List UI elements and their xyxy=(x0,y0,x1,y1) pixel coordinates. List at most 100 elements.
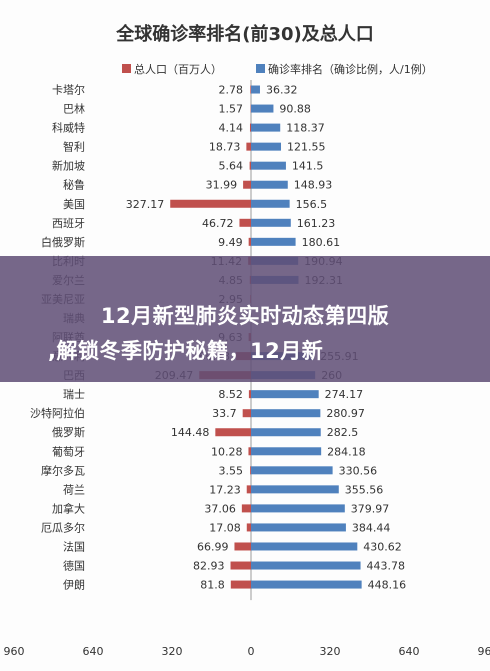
data-label-confirmed-rate: 284.18 xyxy=(327,445,366,458)
bar-population xyxy=(230,580,251,589)
data-label-population: 37.06 xyxy=(204,502,236,515)
legend-swatch-rate xyxy=(256,64,265,73)
data-label-population: 4.14 xyxy=(219,122,244,135)
bar-population xyxy=(248,390,251,399)
category-label: 加拿大 xyxy=(52,501,85,515)
chart-title: 全球确诊率排名(前30)及总人口 xyxy=(115,23,374,45)
bar-population xyxy=(241,504,251,513)
data-label-population: 31.99 xyxy=(206,179,238,192)
bar-population xyxy=(246,142,251,151)
x-tick-label: 960 xyxy=(478,645,490,658)
legend-label-population: 总人口（百万人） xyxy=(134,62,222,76)
category-label: 法国 xyxy=(63,539,85,553)
x-tick-label: 320 xyxy=(320,645,341,658)
category-label: 摩尔多瓦 xyxy=(41,463,85,477)
x-tick-label: 960 xyxy=(4,645,25,658)
bar-confirmed-rate xyxy=(251,504,345,513)
category-label: 德国 xyxy=(63,559,85,573)
data-label-population: 33.7 xyxy=(212,407,237,420)
bar-population xyxy=(234,542,251,551)
bar-confirmed-rate xyxy=(251,161,286,170)
category-label: 俄罗斯 xyxy=(52,426,85,439)
data-label-population: 144.48 xyxy=(171,426,210,439)
data-label-confirmed-rate: 379.97 xyxy=(351,502,390,515)
bar-confirmed-rate xyxy=(251,104,274,113)
bar-confirmed-rate xyxy=(251,561,361,570)
x-tick-label: 320 xyxy=(162,645,183,658)
legend: 总人口（百万人） 确诊率排名（确诊比例，人/1例） xyxy=(122,62,433,76)
category-label: 美国 xyxy=(63,198,85,211)
bar-confirmed-rate xyxy=(251,466,333,475)
data-label-population: 327.17 xyxy=(126,198,165,211)
category-label: 荷兰 xyxy=(63,483,85,496)
data-label-confirmed-rate: 156.5 xyxy=(296,198,328,211)
legend-label-rate: 确诊率排名（确诊比例，人/1例） xyxy=(268,62,433,76)
data-label-population: 1.57 xyxy=(219,103,244,116)
data-label-confirmed-rate: 443.78 xyxy=(367,560,406,573)
category-label: 沙特阿拉伯 xyxy=(30,406,85,420)
data-label-confirmed-rate: 141.5 xyxy=(292,160,324,173)
bar-population xyxy=(243,180,251,189)
bar-population xyxy=(215,428,251,437)
data-label-confirmed-rate: 118.37 xyxy=(286,122,325,135)
bar-confirmed-rate xyxy=(251,447,322,456)
data-label-population: 3.55 xyxy=(219,464,244,477)
category-label: 白俄罗斯 xyxy=(41,235,85,249)
data-label-population: 17.08 xyxy=(209,521,241,534)
data-label-population: 2.78 xyxy=(219,84,244,97)
data-label-confirmed-rate: 180.61 xyxy=(302,236,341,249)
data-label-population: 18.73 xyxy=(209,141,241,154)
data-label-population: 66.99 xyxy=(197,540,229,553)
data-label-confirmed-rate: 430.62 xyxy=(363,540,402,553)
data-label-population: 8.52 xyxy=(218,388,243,401)
data-label-population: 5.64 xyxy=(219,160,244,173)
overlay-banner: 12月新型肺炎实时动态第四版 ,解锁冬季防护秘籍，12月新 xyxy=(0,256,490,382)
data-label-population: 9.49 xyxy=(218,236,243,249)
bar-confirmed-rate xyxy=(251,580,362,589)
category-label: 卡塔尔 xyxy=(52,84,85,97)
x-tick-label: 0 xyxy=(248,645,255,658)
data-label-population: 17.23 xyxy=(209,483,241,496)
data-label-confirmed-rate: 274.17 xyxy=(325,388,364,401)
bar-population xyxy=(248,447,251,456)
category-label: 瑞士 xyxy=(63,387,85,401)
data-label-population: 10.28 xyxy=(211,445,243,458)
bar-confirmed-rate xyxy=(251,409,321,418)
bar-population xyxy=(250,104,252,113)
data-label-population: 81.8 xyxy=(200,579,225,592)
data-label-confirmed-rate: 121.55 xyxy=(287,141,326,154)
bar-population xyxy=(230,561,251,570)
bar-population xyxy=(250,466,251,475)
bar-confirmed-rate xyxy=(251,523,346,532)
banner-headline-line-1: 12月新型肺炎实时动态第四版 xyxy=(100,304,390,328)
bar-population xyxy=(246,523,251,532)
bar-confirmed-rate xyxy=(251,542,358,551)
category-label: 巴林 xyxy=(63,102,85,116)
data-label-confirmed-rate: 448.16 xyxy=(368,579,407,592)
data-label-confirmed-rate: 36.32 xyxy=(266,84,298,97)
bar-population xyxy=(242,409,251,418)
category-label: 伊朗 xyxy=(63,579,85,592)
bar-confirmed-rate xyxy=(251,485,339,494)
bar-confirmed-rate xyxy=(251,180,288,189)
x-tick-label: 640 xyxy=(399,645,420,658)
bar-population xyxy=(250,85,251,94)
data-label-confirmed-rate: 355.56 xyxy=(345,483,384,496)
category-label: 新加坡 xyxy=(52,159,85,173)
category-label: 厄瓜多尔 xyxy=(41,520,85,534)
category-label: 科威特 xyxy=(52,121,85,135)
data-label-population: 46.72 xyxy=(202,217,234,230)
category-label: 秘鲁 xyxy=(63,178,85,192)
legend-swatch-population xyxy=(122,64,131,73)
data-label-confirmed-rate: 282.5 xyxy=(327,426,359,439)
category-label: 智利 xyxy=(63,140,85,154)
data-label-population: 82.93 xyxy=(193,560,225,573)
data-label-confirmed-rate: 161.23 xyxy=(297,217,336,230)
bar-confirmed-rate xyxy=(251,142,282,151)
bar-confirmed-rate xyxy=(251,123,281,132)
data-label-confirmed-rate: 384.44 xyxy=(352,521,391,534)
bar-confirmed-rate xyxy=(251,428,321,437)
bar-population xyxy=(246,485,251,494)
category-label: 葡萄牙 xyxy=(52,445,85,458)
